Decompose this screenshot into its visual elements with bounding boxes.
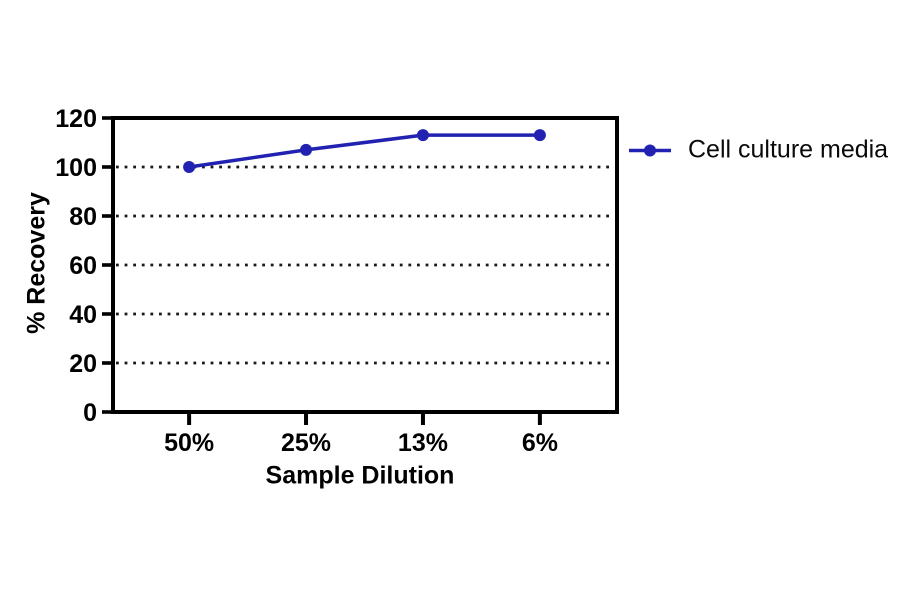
y-axis-label: % Recovery — [22, 192, 51, 334]
data-point-marker — [183, 161, 196, 173]
y-tick-label: 0 — [83, 399, 97, 427]
data-point-marker — [300, 143, 313, 156]
legend-label: Cell culture media — [688, 135, 889, 164]
y-tick-label: 20 — [69, 350, 97, 378]
plot-frame — [111, 116, 619, 414]
y-tick-label: 120 — [55, 105, 97, 133]
y-tick-label: 100 — [55, 154, 97, 182]
x-tick-label: 6% — [522, 429, 558, 457]
data-point-marker — [416, 129, 429, 142]
y-tick-label: 60 — [69, 252, 97, 280]
series-line — [188, 133, 540, 169]
legend: Cell culture media — [628, 136, 888, 165]
x-axis-label: Sample Dilution — [265, 461, 455, 490]
x-tick-label: 25% — [281, 429, 331, 457]
data-point-marker — [533, 129, 546, 142]
x-tick-label: 13% — [398, 429, 448, 457]
x-tick-label: 50% — [164, 429, 214, 457]
y-tick-label: 40 — [69, 301, 97, 329]
legend-line-marker-icon — [629, 144, 671, 156]
y-tick-label: 80 — [69, 203, 97, 231]
